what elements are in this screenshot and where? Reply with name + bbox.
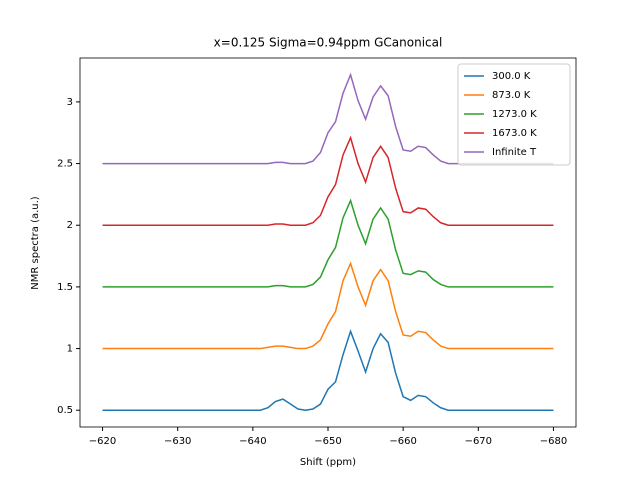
y-axis-label: NMR spectra (a.u.) bbox=[30, 196, 41, 290]
y-tick-label: 0.5 bbox=[57, 405, 73, 416]
series-line bbox=[102, 135, 554, 226]
x-tick-label: −630 bbox=[164, 436, 191, 447]
x-tick-label: −660 bbox=[389, 436, 416, 447]
legend-label: 300.0 K bbox=[492, 71, 531, 82]
legend-label: 1673.0 K bbox=[492, 128, 537, 139]
series-line bbox=[102, 72, 554, 165]
plot-frame bbox=[79, 57, 577, 428]
chart-title: x=0.125 Sigma=0.94ppm GCanonical bbox=[214, 36, 443, 50]
x-axis-label: Shift (ppm) bbox=[300, 457, 356, 468]
y-tick-label: 1 bbox=[67, 344, 73, 355]
series-line bbox=[102, 329, 554, 411]
x-tick-label: −650 bbox=[314, 436, 341, 447]
x-tick-label: −680 bbox=[540, 436, 567, 447]
x-tick-label: −640 bbox=[239, 436, 266, 447]
y-tick-label: 1.5 bbox=[57, 282, 73, 293]
legend-label: 1273.0 K bbox=[492, 109, 537, 120]
y-tick-label: 3 bbox=[67, 97, 73, 108]
y-tick-label: 2.5 bbox=[57, 159, 73, 170]
series-line bbox=[102, 198, 554, 288]
legend-box bbox=[457, 63, 571, 166]
series-line bbox=[102, 261, 554, 350]
legend-label: 873.0 K bbox=[492, 90, 531, 101]
y-tick-label: 2 bbox=[67, 220, 73, 231]
legend-label: Infinite T bbox=[492, 147, 537, 158]
x-tick-label: −670 bbox=[465, 436, 492, 447]
x-tick-label: −620 bbox=[89, 436, 116, 447]
